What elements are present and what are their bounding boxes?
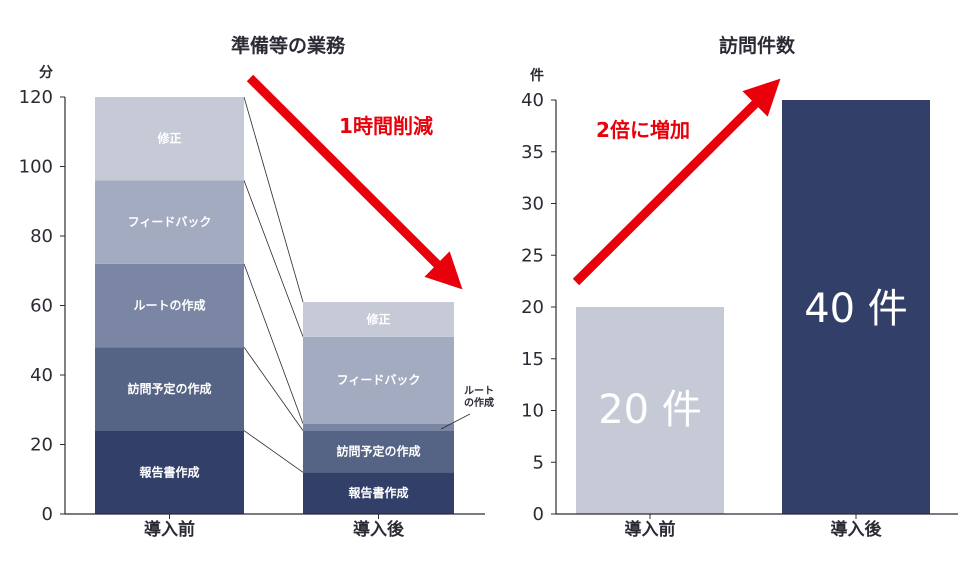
right-y-unit: 件 [530,67,544,84]
x-tick-label: 導入前 [625,519,676,540]
left-chart-title: 準備等の業務 [231,34,346,57]
stack-segment [95,263,244,348]
left-bars: 報告書作成訪問予定の作成ルートの作成フィードバック修正報告書作成訪問予定の作成フ… [95,97,454,514]
stack-segment [95,347,244,431]
segment-label: フィードバック [128,215,212,229]
y-tick-label: 5 [533,452,544,473]
increase-arrow [572,78,781,286]
connector-line [243,180,304,337]
reduction-arrow [246,74,463,290]
x-tick-label: 導入後 [353,519,405,540]
right-y-axis: 0 5 10 15 20 25 30 35 40 [521,90,556,525]
left-connector-lines [243,96,304,473]
connector-line [243,96,304,303]
stack-segment [303,423,454,431]
y-tick-label: 20 [30,435,53,456]
connector-line [243,263,304,424]
segment-label: 修正 [156,131,181,146]
segment-label: 報告書作成 [348,485,408,500]
stack-segment [303,336,454,424]
connector-line [243,346,304,431]
stack-segment [95,430,244,514]
stack-segment [303,302,454,337]
y-tick-label: 80 [30,226,53,247]
bar-value-label: 20 件 [598,387,702,433]
left-x-tick-labels: 導入前 導入後 [144,514,405,540]
connector-line [243,430,304,473]
y-tick-label: 0 [42,504,53,525]
segment-label: 訪問予定の作成 [127,381,211,396]
y-tick-label: 40 [30,365,53,386]
side-label-line2: の作成 [464,396,494,409]
y-tick-label: 25 [521,245,544,266]
increase-annotation: 2倍に増加 [596,118,690,142]
segment-label: 訪問予定の作成 [336,443,420,458]
y-tick-label: 10 [521,401,544,422]
stack-segment [95,97,244,181]
right-x-tick-labels: 導入前 導入後 [625,514,883,540]
side-label-leader [440,413,471,430]
y-tick-label: 40 [521,90,544,111]
segment-label: 報告書作成 [139,464,199,479]
left-y-unit: 分 [39,65,53,81]
segment-label: ルートの作成 [133,298,205,313]
bar [782,100,930,514]
right-chart-title: 訪問件数 [719,34,796,57]
stack-segment [303,430,454,473]
x-tick-label: 導入前 [144,519,195,540]
bar [576,307,724,514]
stack-segment [303,472,454,514]
y-tick-label: 35 [521,142,544,163]
y-tick-label: 60 [30,296,53,317]
y-tick-label: 0 [533,504,544,525]
y-tick-label: 30 [521,194,544,215]
y-tick-label: 120 [19,87,53,108]
segment-label: フィードバック [337,373,421,387]
segment-label: 修正 [365,311,390,326]
y-tick-label: 15 [521,349,544,370]
left-y-axis: 0 20 40 60 80 100 120 [19,87,65,525]
x-tick-label: 導入後 [831,519,883,540]
bar-value-label: 40 件 [804,286,908,332]
y-tick-label: 100 [19,157,53,178]
reduction-annotation: 1時間削減 [339,114,433,138]
right-bars: 20 件 40 件 [576,100,930,514]
stack-segment [95,180,244,264]
side-label-line1: ルート [464,385,494,397]
y-tick-label: 20 [521,297,544,318]
